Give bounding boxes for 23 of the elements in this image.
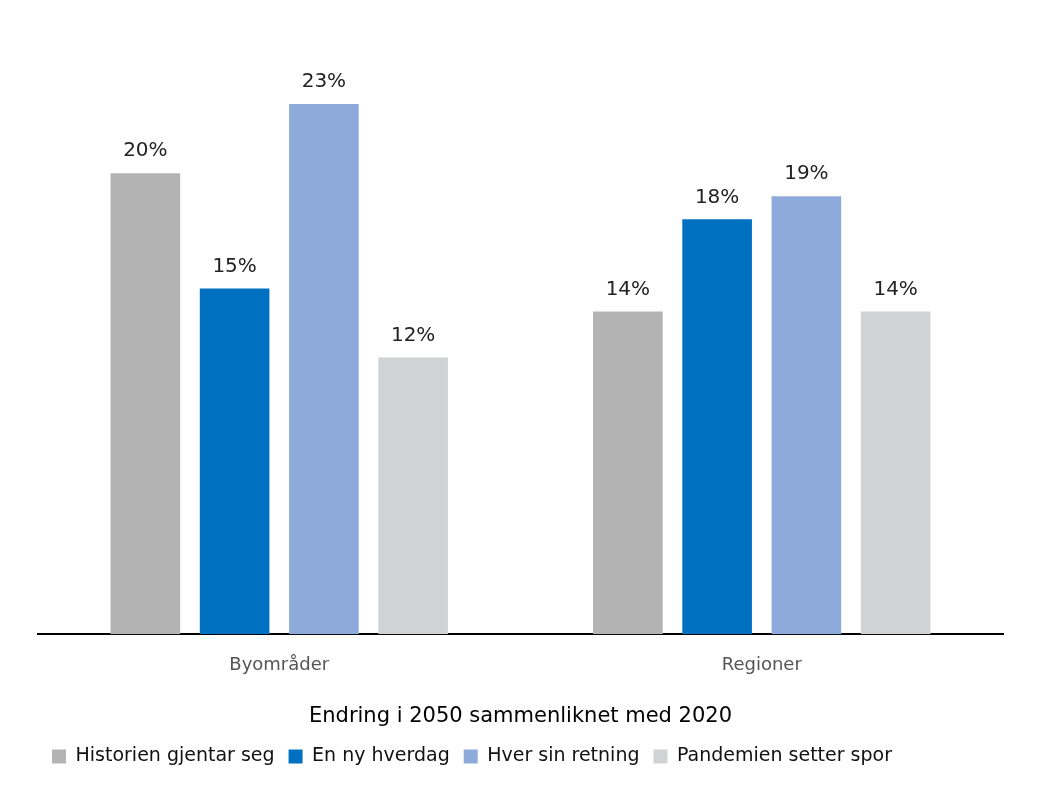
legend-label: Historien gjentar seg [75,743,275,766]
bar [110,173,181,635]
data-label: 15% [212,252,257,277]
bar [771,196,842,635]
x-axis-title: Endring i 2050 sammenliknet med 2020 [308,702,733,727]
bar [199,288,270,635]
legend-label: Pandemien setter spor [676,743,893,766]
bar [682,219,752,635]
bar [378,357,448,635]
legend-label: En ny hverdag [312,743,450,766]
data-label: 14% [873,275,918,300]
data-label: 23% [301,68,347,93]
data-label: 14% [605,275,651,300]
legend-label: Hver sin retning [487,743,640,766]
data-label: 19% [784,160,829,185]
data-label: 12% [390,321,436,346]
data-label: 20% [123,137,168,162]
bar [593,311,663,635]
x-tick-label: Byområder [229,652,330,674]
bar [860,311,931,635]
bar [289,104,359,635]
x-tick-label: Regioner [721,652,803,674]
data-label: 18% [694,183,740,208]
